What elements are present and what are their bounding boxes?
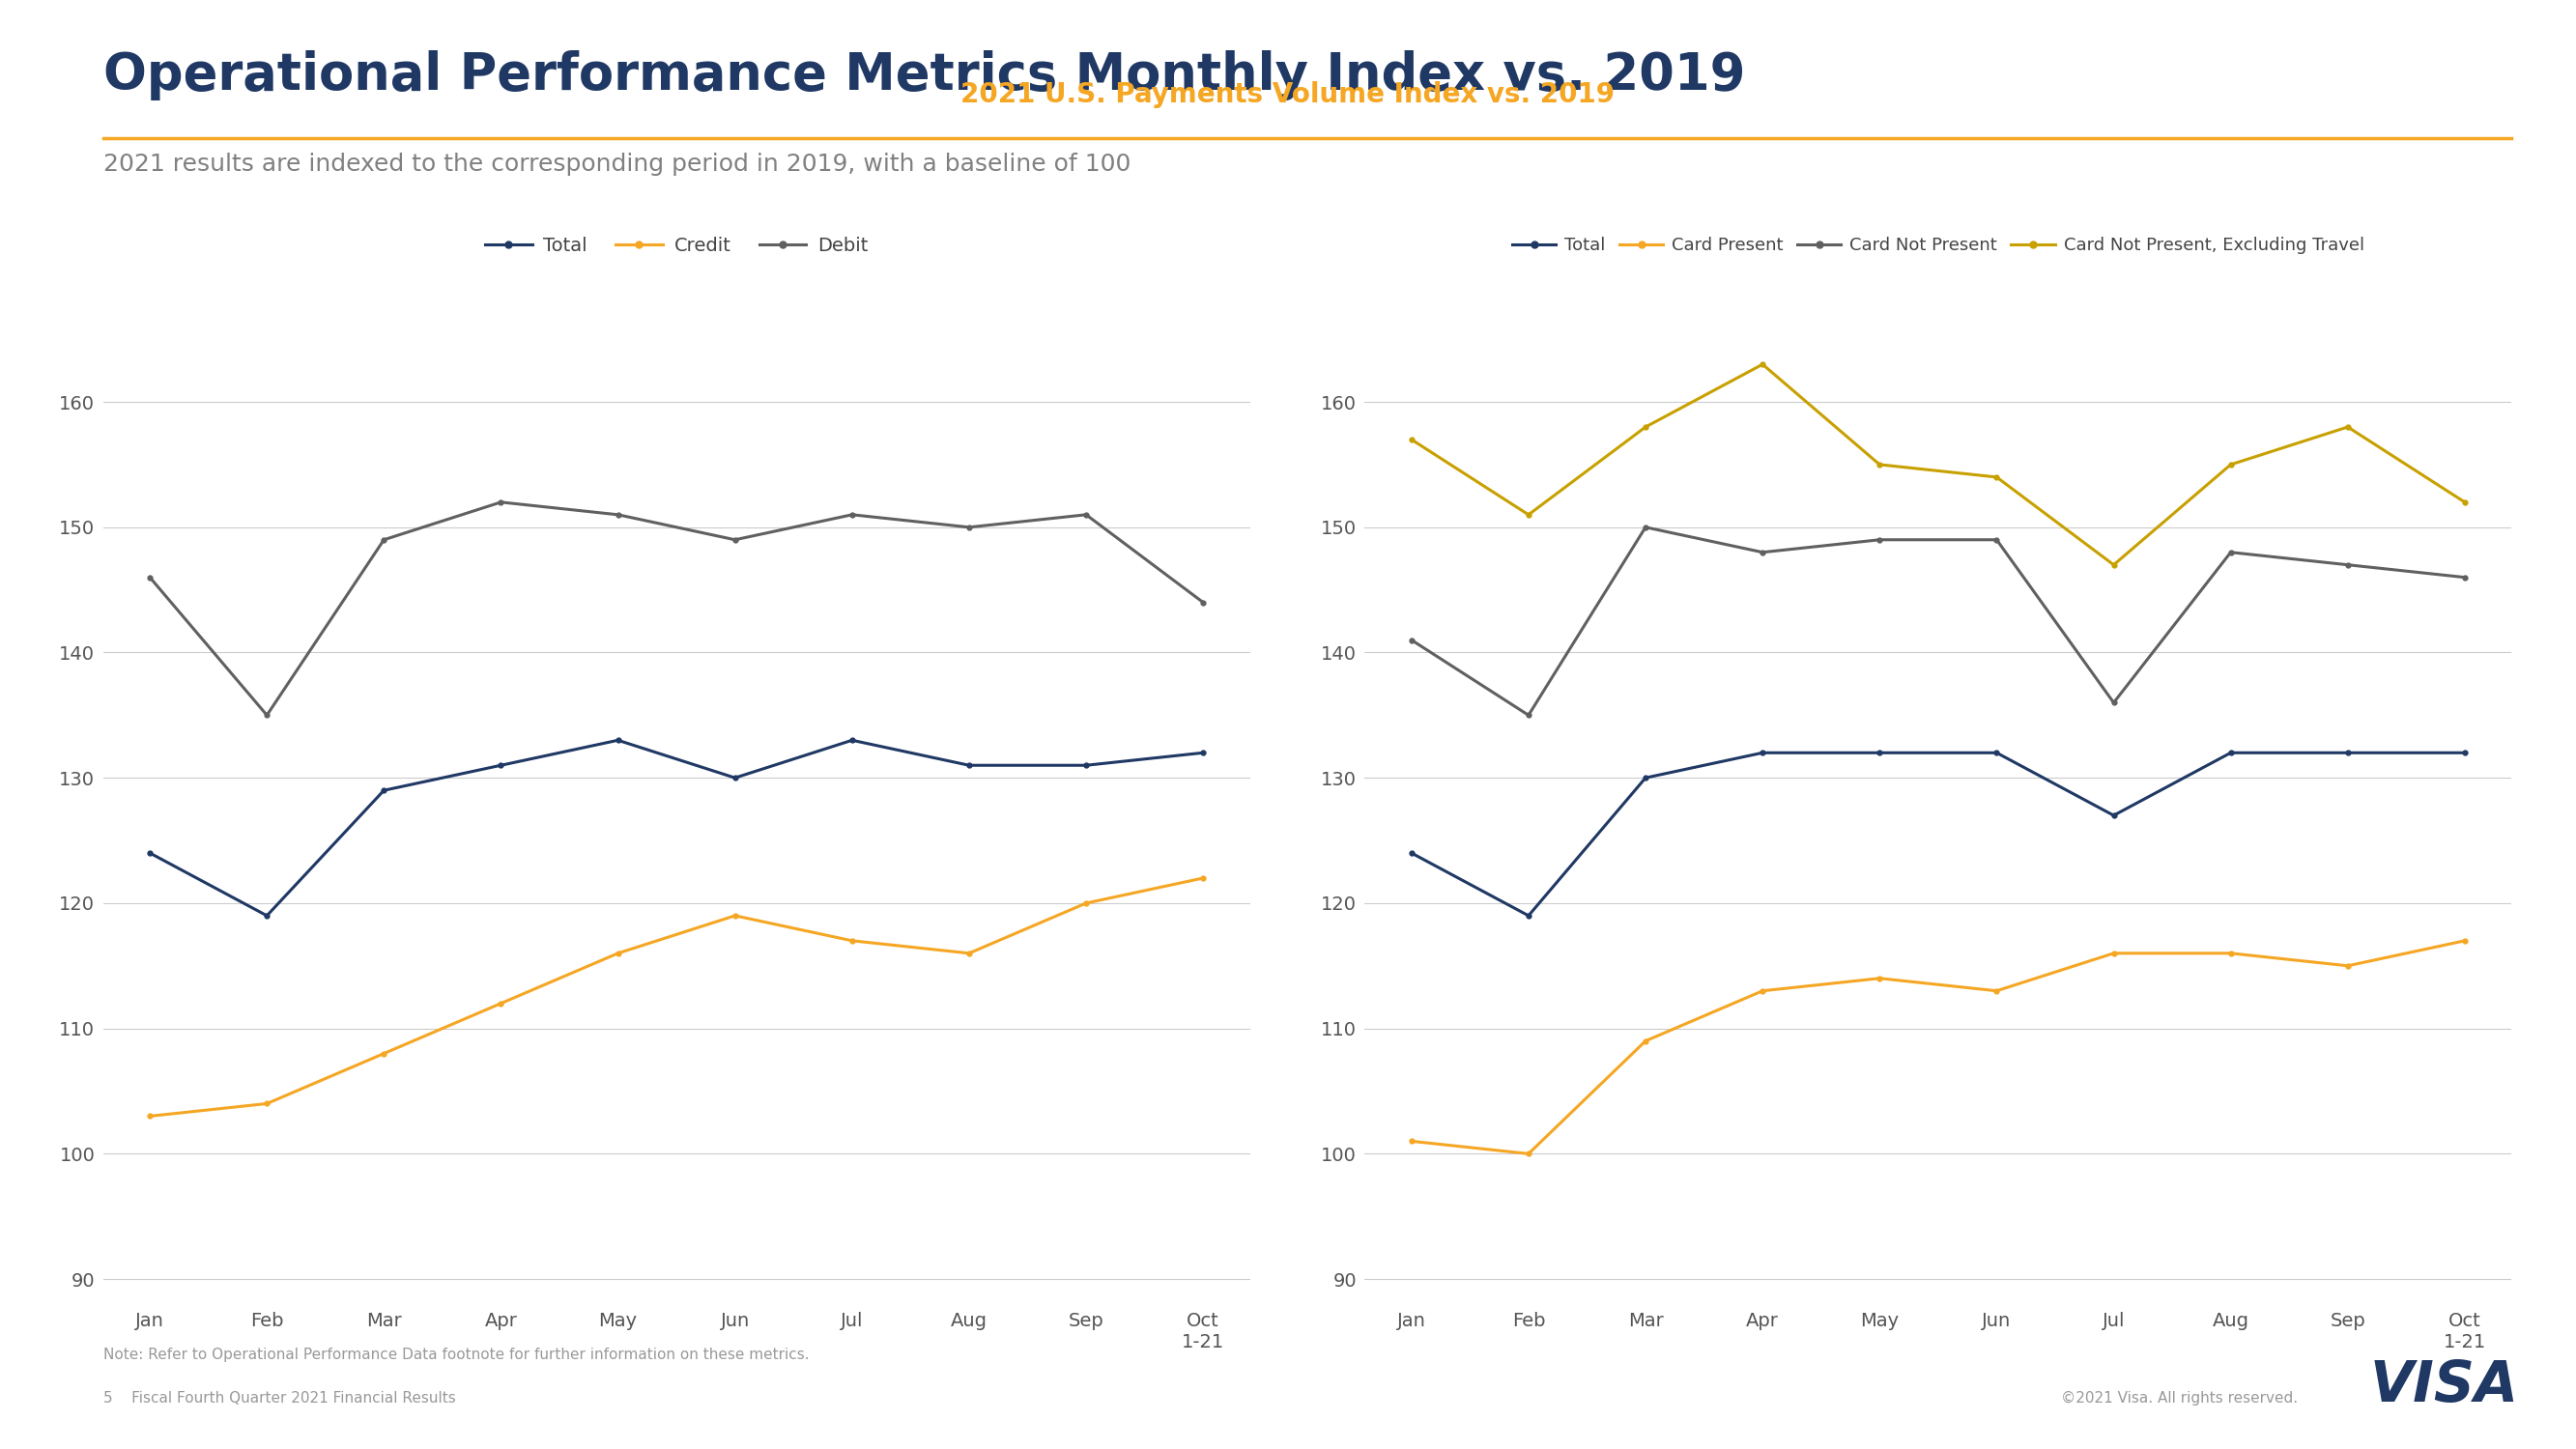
Text: ©2021 Visa. All rights reserved.: ©2021 Visa. All rights reserved. — [2061, 1391, 2298, 1406]
Text: Operational Performance Metrics Monthly Index vs. 2019: Operational Performance Metrics Monthly … — [103, 51, 1744, 101]
Text: Note: Refer to Operational Performance Data footnote for further information on : Note: Refer to Operational Performance D… — [103, 1348, 809, 1362]
Legend: Total, Card Present, Card Not Present, Card Not Present, Excluding Travel: Total, Card Present, Card Not Present, C… — [1504, 230, 2370, 261]
Text: 2021 U.S. Payments Volume Index vs. 2019: 2021 U.S. Payments Volume Index vs. 2019 — [961, 81, 1615, 109]
Legend: Total, Credit, Debit: Total, Credit, Debit — [477, 229, 876, 262]
Text: VISA: VISA — [2370, 1358, 2519, 1413]
Text: 5    Fiscal Fourth Quarter 2021 Financial Results: 5 Fiscal Fourth Quarter 2021 Financial R… — [103, 1391, 456, 1406]
Text: 2021 results are indexed to the corresponding period in 2019, with a baseline of: 2021 results are indexed to the correspo… — [103, 152, 1131, 175]
